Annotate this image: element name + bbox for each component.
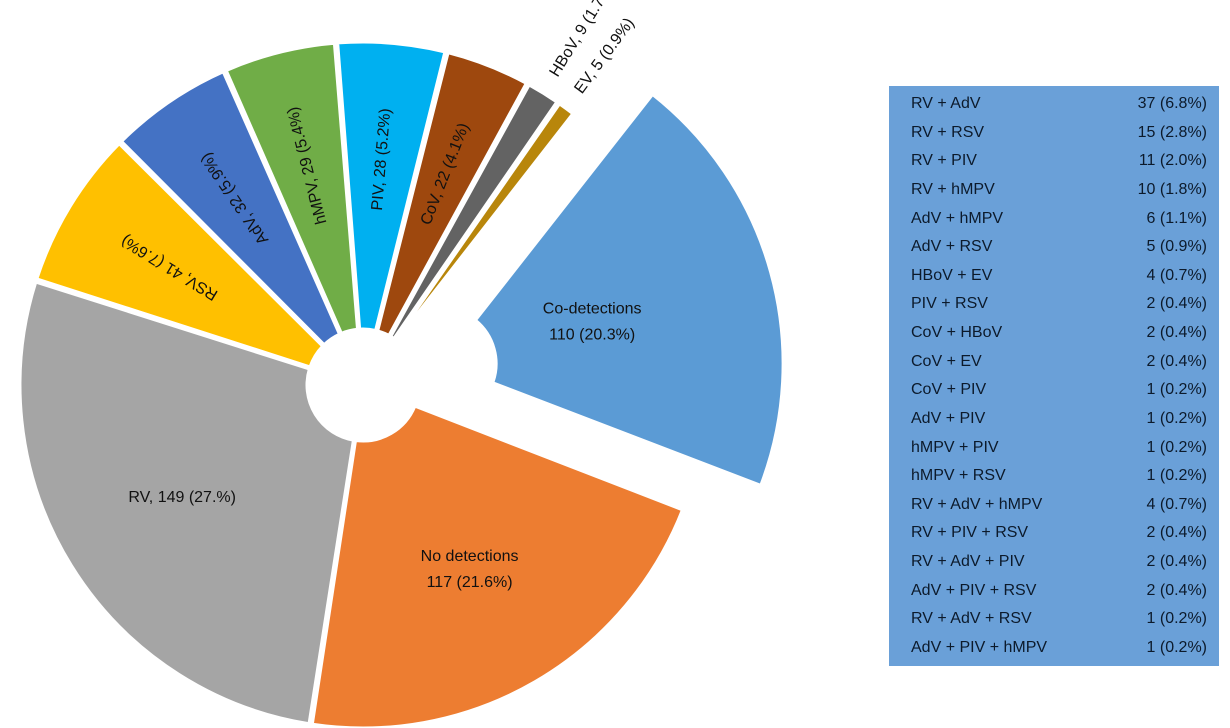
table-row: AdV + PIV + hMPV 1 (0.2%) bbox=[911, 634, 1207, 662]
codetections-table: RV + AdV 37 (6.8%) RV + RSV 15 (2.8%) RV + P… bbox=[889, 86, 1219, 666]
combo-label: RV + PIV + RSV bbox=[911, 524, 1029, 542]
table-row: AdV + PIV + RSV 2 (0.4%) bbox=[911, 577, 1207, 605]
table-row: RV + PIV + RSV 2 (0.4%) bbox=[911, 519, 1207, 547]
combo-label: AdV + PIV bbox=[911, 409, 986, 427]
table-row: CoV + PIV 1 (0.2%) bbox=[911, 376, 1207, 404]
table-row: RV + hMPV 10 (1.8%) bbox=[911, 176, 1207, 204]
combo-value: 1 (0.2%) bbox=[1146, 409, 1207, 427]
combo-value: 15 (2.8%) bbox=[1137, 123, 1207, 141]
combo-label: hMPV + PIV bbox=[911, 438, 999, 456]
table-row: PIV + RSV 2 (0.4%) bbox=[911, 290, 1207, 318]
combo-value: 5 (0.9%) bbox=[1146, 238, 1207, 256]
table-row: RV + AdV + hMPV 4 (0.7%) bbox=[911, 491, 1207, 519]
combo-label: AdV + PIV + RSV bbox=[911, 581, 1037, 599]
combo-label: RV + AdV + RSV bbox=[911, 610, 1032, 628]
slice-hmpv bbox=[224, 41, 360, 336]
combo-value: 11 (2.0%) bbox=[1138, 152, 1207, 170]
combo-label: RV + hMPV bbox=[911, 180, 995, 198]
combo-label: RV + AdV bbox=[911, 95, 981, 112]
table-row: RV + AdV + PIV 2 (0.4%) bbox=[911, 548, 1207, 576]
donut-chart: Co-detections 110 (20.3%) No detections 117… bbox=[18, 0, 785, 728]
combo-value: 1 (0.2%) bbox=[1146, 610, 1207, 628]
table-row: AdV + PIV 1 (0.2%) bbox=[911, 405, 1207, 433]
table-row: CoV + EV 2 (0.4%) bbox=[911, 348, 1207, 376]
slice-value-no-detections: 117 (21.6%) bbox=[427, 574, 513, 591]
combo-value: 1 (0.2%) bbox=[1146, 467, 1207, 485]
combo-value: 1 (0.2%) bbox=[1146, 381, 1207, 399]
combo-label: hMPV + RSV bbox=[911, 467, 1006, 485]
slice-rv bbox=[18, 280, 356, 726]
combo-label: HBoV + EV bbox=[911, 266, 993, 284]
combo-value: 2 (0.4%) bbox=[1146, 295, 1207, 313]
slice-adv bbox=[119, 69, 342, 347]
table-row: AdV + RSV 5 (0.9%) bbox=[911, 233, 1207, 261]
table-row: RV + AdV 37 (6.8%) bbox=[911, 90, 1207, 118]
combo-label: RV + RSV bbox=[911, 123, 985, 141]
slice-hbov bbox=[388, 82, 559, 341]
combo-label: PIV + RSV bbox=[911, 295, 988, 313]
combo-value: 2 (0.4%) bbox=[1146, 324, 1207, 341]
combo-label: RV + PIV bbox=[911, 152, 977, 170]
slice-label-co-detections: Co-detections bbox=[543, 301, 642, 318]
slice-rsv bbox=[34, 141, 325, 369]
table-row: CoV + HBoV 2 (0.4%) bbox=[911, 319, 1207, 347]
table-row: hMPV + PIV 1 (0.2%) bbox=[911, 434, 1207, 462]
table-row: RV + RSV 15 (2.8%) bbox=[911, 119, 1207, 147]
combo-value: 6 (1.1%) bbox=[1146, 209, 1207, 227]
slice-value-co-detections: 110 (20.3%) bbox=[549, 327, 635, 344]
table-row: RV + PIV 11 (2.0%) bbox=[911, 147, 1207, 175]
combo-label: CoV + HBoV bbox=[911, 324, 1003, 341]
combo-value: 2 (0.4%) bbox=[1146, 352, 1207, 370]
combo-label: RV + AdV + PIV bbox=[911, 553, 1025, 570]
slice-piv bbox=[336, 40, 447, 333]
combo-label: CoV + EV bbox=[911, 352, 982, 370]
combo-label: CoV + PIV bbox=[911, 381, 987, 399]
table-row: HBoV + EV 4 (0.7%) bbox=[911, 262, 1207, 290]
table-row: RV + AdV + RSV 1 (0.2%) bbox=[911, 605, 1207, 633]
combo-value: 1 (0.2%) bbox=[1146, 438, 1207, 456]
combo-value: 10 (1.8%) bbox=[1137, 180, 1207, 198]
slice-cov bbox=[375, 50, 529, 338]
combo-label: RV + AdV + hMPV bbox=[911, 495, 1043, 513]
slice-co-detections bbox=[473, 92, 785, 488]
combo-value: 2 (0.4%) bbox=[1146, 524, 1207, 542]
combo-value: 2 (0.4%) bbox=[1146, 553, 1207, 570]
slice-label-rv: RV, 149 (27.%) bbox=[128, 489, 236, 506]
slice-label-no-detections: No detections bbox=[421, 548, 519, 565]
combo-value: 4 (0.7%) bbox=[1146, 495, 1207, 513]
table-row: hMPV + RSV 1 (0.2%) bbox=[911, 462, 1207, 490]
combo-value: 1 (0.2%) bbox=[1146, 638, 1207, 656]
combo-value: 2 (0.4%) bbox=[1146, 581, 1207, 599]
combo-label: AdV + RSV bbox=[911, 238, 993, 256]
slice-no-detections bbox=[310, 404, 685, 728]
combo-value: 37 (6.8%) bbox=[1137, 95, 1207, 112]
table-row: AdV + hMPV 6 (1.1%) bbox=[911, 205, 1207, 233]
combo-label: AdV + PIV + hMPV bbox=[911, 638, 1048, 656]
combo-label: AdV + hMPV bbox=[911, 209, 1004, 227]
combo-value: 4 (0.7%) bbox=[1146, 266, 1207, 284]
slice-ev bbox=[393, 101, 575, 343]
